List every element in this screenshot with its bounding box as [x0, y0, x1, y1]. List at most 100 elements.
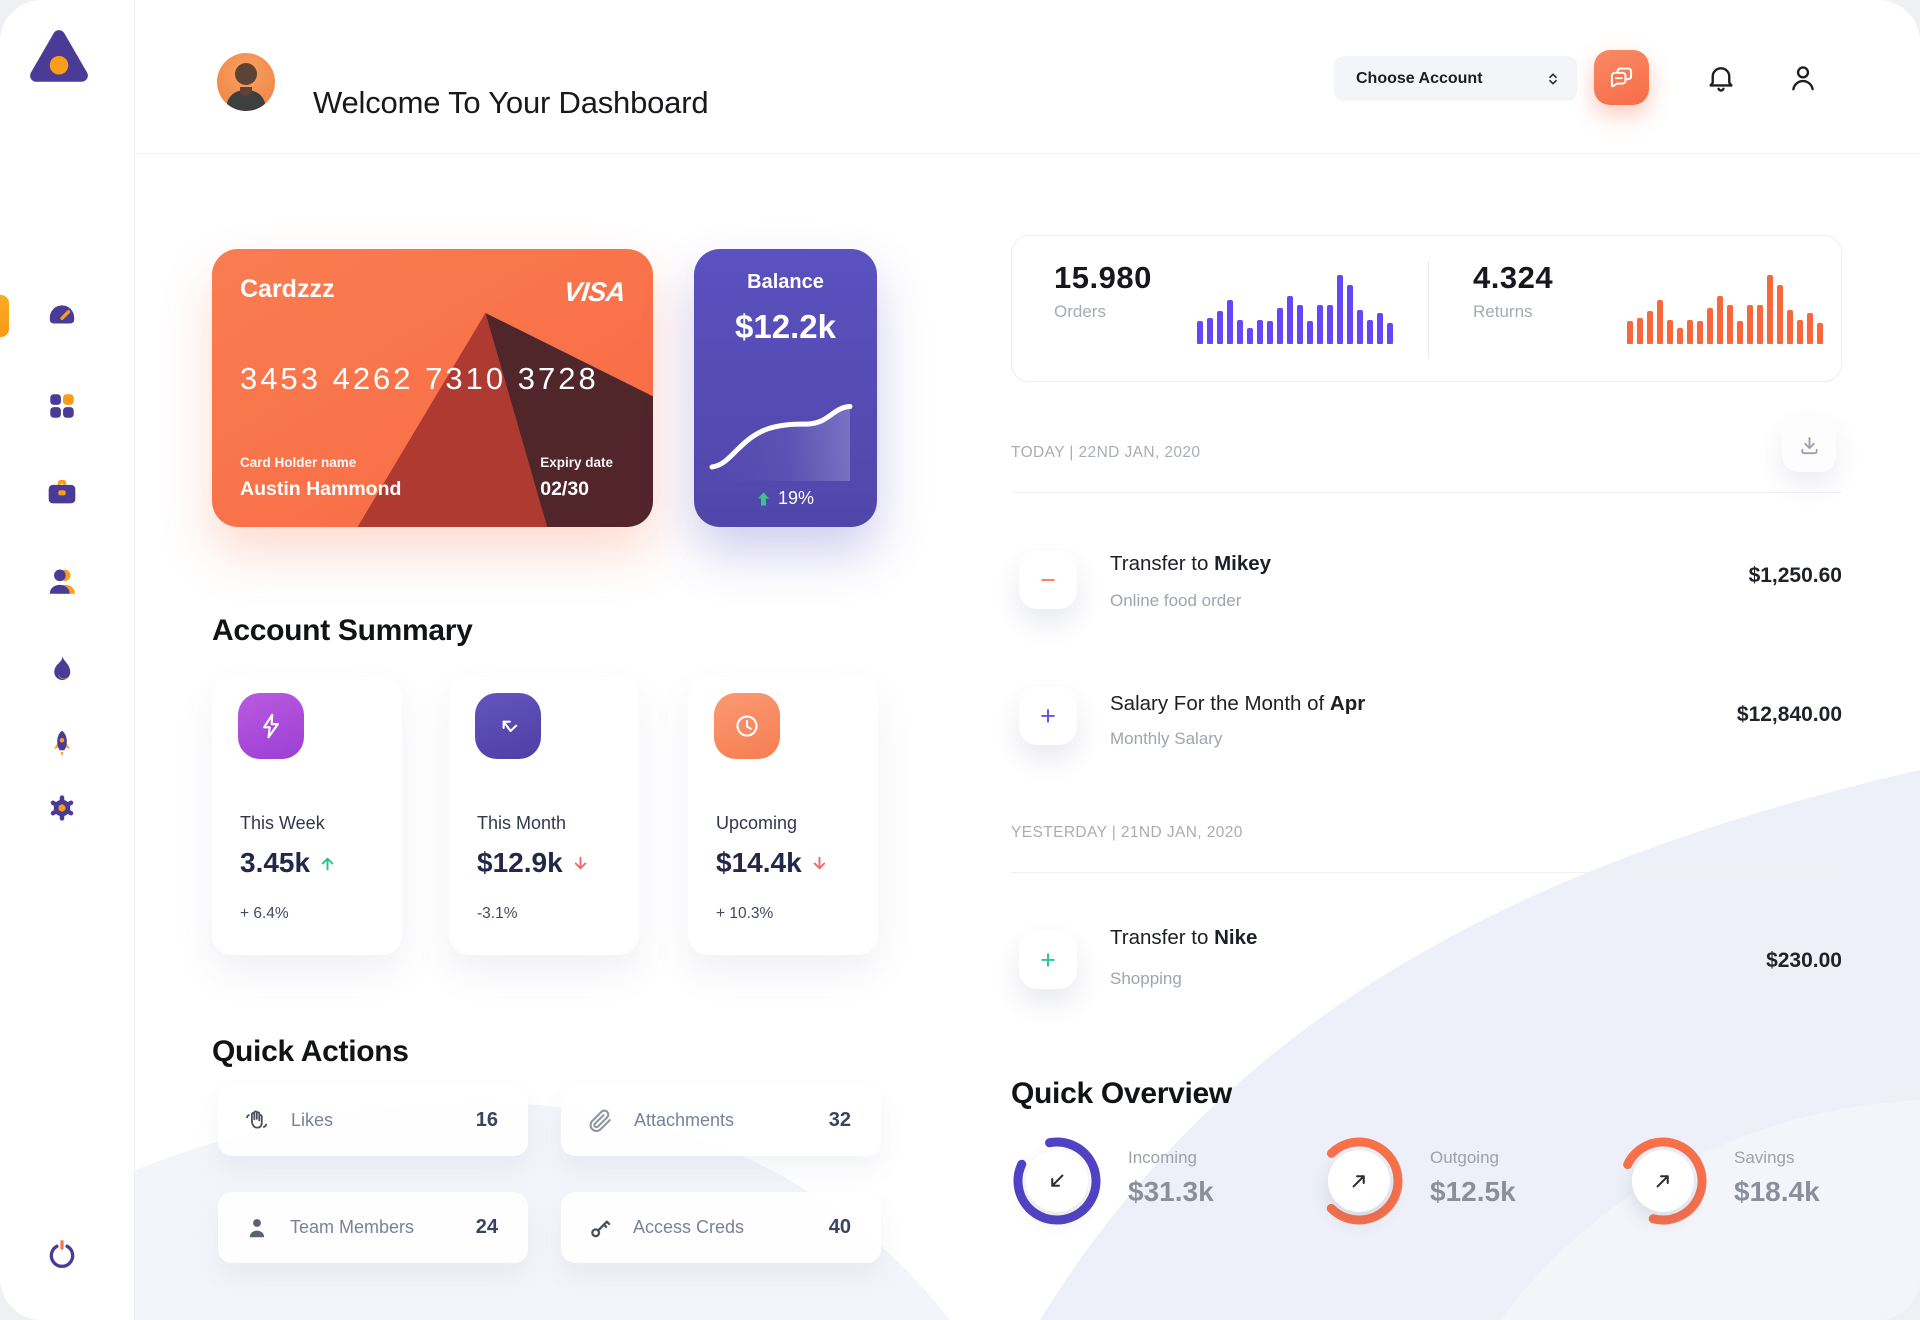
person-icon — [1792, 66, 1814, 91]
returns-value: 4.324 — [1473, 260, 1554, 295]
transaction-amount: $12,840.00 — [1736, 703, 1842, 726]
notifications-button[interactable] — [1705, 62, 1737, 94]
plus-icon: + — [1040, 700, 1056, 731]
quick-action-team-members[interactable]: Team Members 24 — [218, 1192, 528, 1263]
quick-action-value: 16 — [475, 1109, 498, 1131]
overview-savings: Savings $18.4k — [1615, 1133, 1885, 1229]
plus-icon: + — [1040, 944, 1056, 975]
member-icon — [249, 1218, 265, 1237]
card-name: Cardzzz — [240, 275, 335, 303]
orders-value: 15.980 — [1054, 260, 1152, 295]
sidebar — [0, 0, 135, 1320]
page-title: Welcome To Your Dashboard — [313, 84, 709, 120]
sidebar-item-settings[interactable] — [39, 785, 85, 831]
account-summary-title: Account Summary — [212, 613, 473, 647]
summary-card-upcoming: Upcoming $14.4k + 10.3% — [688, 677, 878, 955]
profile-button[interactable] — [1787, 62, 1819, 94]
summary-change: + 10.3% — [716, 905, 774, 922]
transaction-amount: $230.00 — [1766, 949, 1842, 972]
sidebar-item-team[interactable] — [39, 558, 85, 604]
overview-incoming: Incoming $31.3k — [1009, 1133, 1279, 1229]
quick-action-value: 32 — [828, 1109, 851, 1131]
power-icon — [49, 1240, 75, 1268]
transaction-amount: $1,250.60 — [1748, 564, 1842, 587]
transaction-sign-icon: − — [1019, 551, 1077, 609]
download-button[interactable] — [1782, 418, 1836, 472]
transaction-sign-icon: + — [1019, 687, 1077, 745]
orders-returns-card: 15.980 Orders 4.324 Returns — [1011, 235, 1842, 382]
clap-icon — [246, 1110, 268, 1129]
flame-icon — [54, 655, 71, 680]
transaction-subtitle: Online food order — [1110, 591, 1242, 610]
card-holder-name: Austin Hammond — [240, 478, 402, 500]
summary-change: + 6.4% — [240, 905, 289, 922]
avatar-photo — [226, 63, 266, 111]
sidebar-item-boost[interactable] — [39, 721, 85, 767]
trend-up-icon — [321, 857, 334, 870]
trend-arrow-icon — [502, 720, 518, 733]
trend-down-icon — [574, 856, 586, 869]
returns-sparkline — [1627, 264, 1823, 344]
card-expiry-value: 02/30 — [540, 478, 590, 500]
summary-value: 3.45k — [240, 847, 311, 878]
balance-value: $12.2k — [735, 308, 836, 345]
bell-icon — [1709, 67, 1733, 92]
transaction-title: Salary For the Month of — [1110, 692, 1330, 715]
balance-change: 19% — [777, 488, 815, 508]
orders-sparkline — [1197, 264, 1393, 344]
sidebar-item-activity[interactable] — [39, 645, 85, 691]
quick-action-access-creds[interactable]: Access Creds 40 — [561, 1192, 881, 1263]
sidebar-item-apps[interactable] — [39, 383, 85, 429]
sidebar-item-dashboard[interactable] — [39, 293, 85, 339]
transaction-title-bold: Mikey — [1214, 552, 1272, 575]
lightning-icon — [263, 713, 279, 739]
quick-action-attachments[interactable]: Attachments 32 — [561, 1085, 881, 1156]
transaction-title-bold: Apr — [1329, 692, 1366, 715]
sidebar-active-indicator — [0, 295, 9, 337]
balance-card: Balance $12.2k 19% — [694, 249, 877, 527]
transactions-date-yesterday: YESTERDAY | 21ND JAN, 2020 — [1011, 824, 1243, 841]
account-dropdown-label: Choose Account — [1356, 69, 1483, 87]
transactions-divider — [1011, 492, 1842, 493]
sidebar-item-logout[interactable] — [39, 1231, 85, 1277]
app-logo-icon — [30, 30, 88, 82]
sidebar-item-portfolio[interactable] — [39, 469, 85, 515]
messages-button[interactable] — [1594, 50, 1649, 105]
user-icon — [49, 569, 75, 594]
paperclip-icon — [589, 1109, 611, 1132]
summary-card-this-month: This Month $12.9k -3.1% — [449, 677, 639, 955]
arrow-up-right-icon — [1352, 1175, 1365, 1188]
transaction-title-bold: Nike — [1214, 926, 1258, 949]
visa-logo: VISA — [562, 277, 627, 307]
card-number: 3453 4262 7310 3728 — [240, 361, 599, 396]
overview-value: $18.4k — [1734, 1176, 1820, 1207]
transactions-date-today: TODAY | 22ND JAN, 2020 — [1011, 444, 1201, 461]
balance-label: Balance — [747, 271, 824, 293]
card-expiry-label: Expiry date — [540, 455, 613, 470]
transaction-title: Transfer to — [1110, 926, 1215, 949]
transaction-subtitle: Shopping — [1110, 969, 1182, 988]
arrow-up-icon — [757, 492, 769, 505]
quick-action-likes[interactable]: Likes 16 — [218, 1085, 528, 1156]
orders-label: Orders — [1054, 302, 1106, 321]
quick-action-label: Likes — [291, 1110, 334, 1130]
summary-card-this-week: This Week 3.45k + 6.4% — [212, 677, 402, 955]
returns-label: Returns — [1473, 302, 1533, 321]
balance-trend-chart — [709, 404, 853, 481]
summary-value: $14.4k — [716, 847, 802, 878]
stats-divider — [1428, 261, 1429, 358]
overview-value: $31.3k — [1128, 1176, 1214, 1207]
credit-card: Cardzzz VISA 3453 4262 7310 3728 Card Ho… — [212, 249, 653, 527]
account-dropdown[interactable]: Choose Account — [1334, 56, 1577, 101]
quick-action-label: Attachments — [634, 1110, 735, 1130]
summary-label: This Month — [477, 813, 567, 833]
user-avatar[interactable] — [217, 53, 275, 111]
trend-down-icon — [813, 856, 825, 869]
overview-outgoing: Outgoing $12.5k — [1311, 1133, 1581, 1229]
quick-action-label: Access Creds — [633, 1217, 745, 1237]
overview-label: Savings — [1734, 1148, 1795, 1167]
quick-action-value: 40 — [828, 1216, 851, 1238]
quick-actions-title: Quick Actions — [212, 1034, 409, 1068]
chat-icon — [1610, 67, 1633, 88]
